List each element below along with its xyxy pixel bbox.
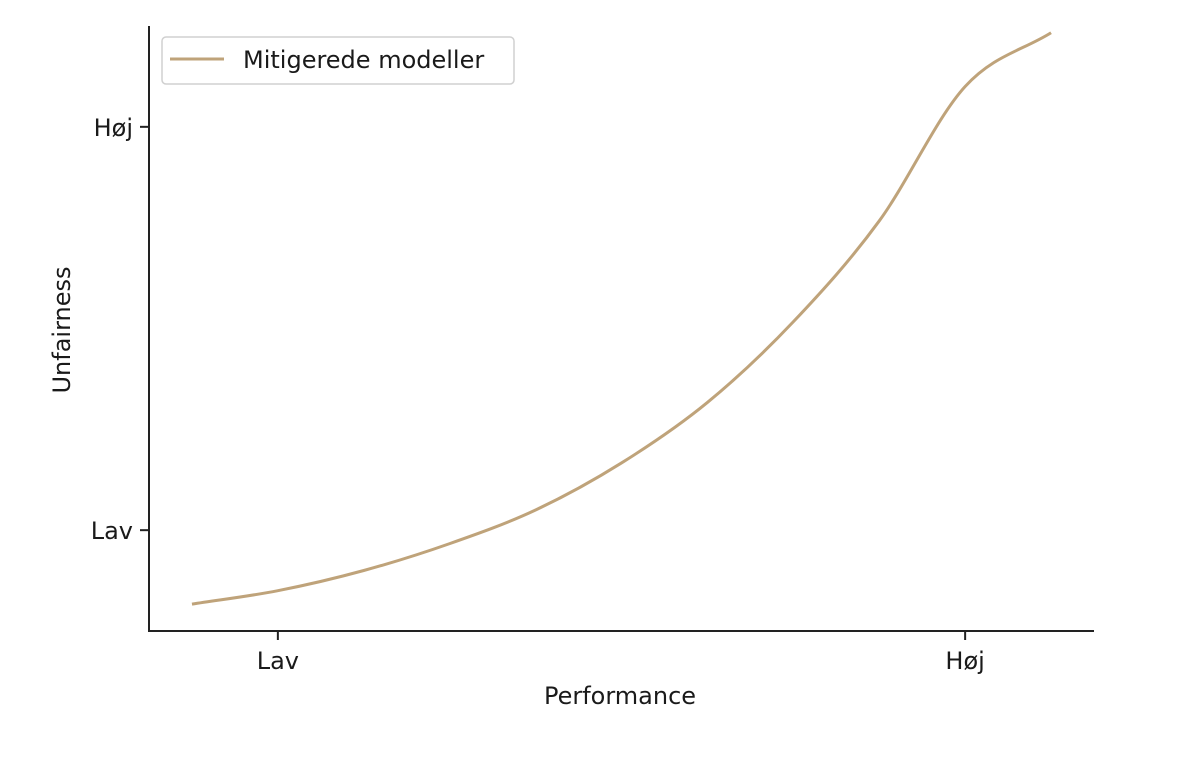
x-axis-title: Performance <box>544 682 696 710</box>
x-tick-label: Høj <box>945 647 984 675</box>
y-tick-label: Lav <box>91 517 133 545</box>
series-line-1 <box>191 31 1052 606</box>
legend-label: Mitigerede modeller <box>243 46 484 74</box>
x-ticks: Lav Høj <box>257 631 985 675</box>
legend-frame <box>161 36 515 85</box>
series-layer <box>191 31 1052 606</box>
x-tick-label: Lav <box>257 647 299 675</box>
y-axis-title: Unfairness <box>48 266 76 393</box>
y-ticks: Lav Høj <box>91 114 149 545</box>
legend: Mitigerede modeller <box>161 36 515 85</box>
y-tick-label: Høj <box>94 114 133 142</box>
